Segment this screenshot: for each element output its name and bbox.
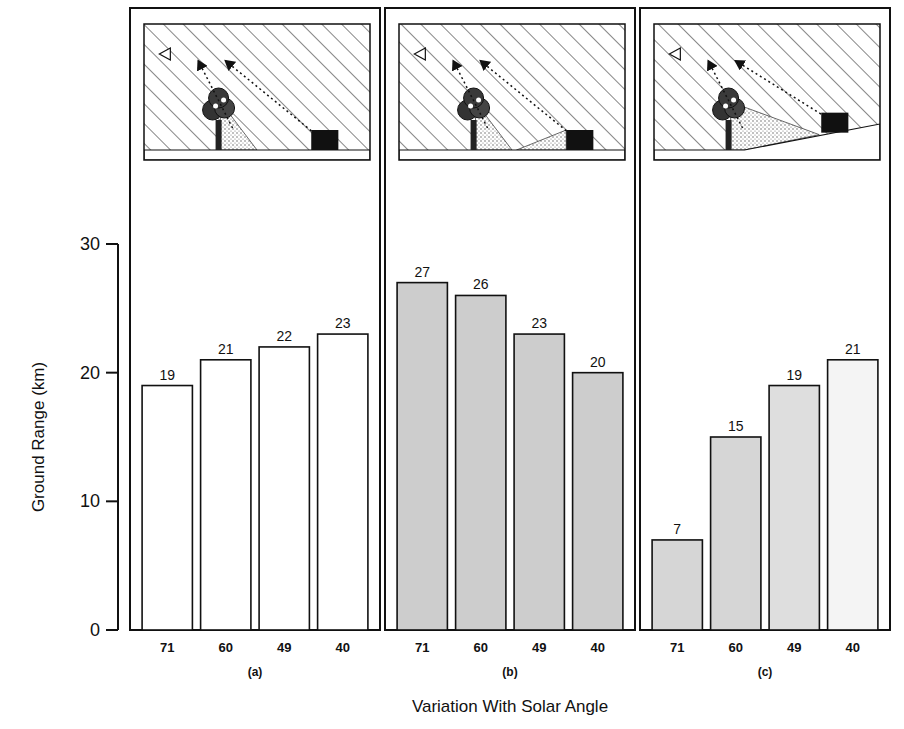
sight-line: [735, 61, 825, 117]
panel: 19 71 21 60 22 49 23 40 (a) 0 10 20 30 Ground Range (…: [29, 8, 380, 679]
x-axis-title: Variation With Solar Angle: [412, 697, 608, 716]
bar: [456, 295, 506, 630]
bar: [573, 373, 623, 630]
x-tick-label: 71: [670, 640, 684, 655]
y-tick-label: 30: [80, 234, 100, 254]
bar: [318, 334, 368, 630]
x-tick-label: 71: [415, 640, 429, 655]
bar: [711, 437, 761, 630]
data-label: 19: [159, 367, 175, 383]
tree-trunk: [216, 120, 222, 150]
tree-crown: [719, 88, 739, 108]
x-tick-label: 60: [219, 640, 233, 655]
data-label: 26: [473, 276, 489, 292]
tree-leaf: [468, 104, 473, 109]
y-tick: [106, 629, 118, 631]
y-tick-label: 0: [90, 620, 100, 640]
x-tick-label: 49: [532, 640, 546, 655]
bar: [828, 360, 878, 630]
inset-frame: [654, 24, 880, 160]
x-tick-label: 40: [846, 640, 860, 655]
sight-line: [453, 61, 487, 128]
data-label: 23: [335, 315, 351, 331]
bar: [514, 334, 564, 630]
panel-frame: [385, 8, 635, 630]
tree-trunk: [471, 120, 477, 150]
inset-sky: [144, 24, 370, 160]
inset: [654, 24, 880, 160]
panel-label: (c): [758, 665, 773, 679]
panel-frame: [640, 8, 890, 630]
tree-leaf: [213, 104, 218, 109]
tree-leaf: [221, 98, 226, 103]
bar: [142, 386, 192, 630]
data-label: 7: [673, 521, 681, 537]
inset-sky: [399, 24, 625, 160]
data-label: 21: [218, 341, 234, 357]
tree-leaf: [476, 98, 481, 103]
ground: [144, 150, 370, 160]
inset-frame: [144, 24, 370, 160]
x-tick-label: 40: [591, 640, 605, 655]
panel-label: (b): [502, 665, 517, 679]
sight-line: [480, 61, 570, 134]
inset: [144, 24, 370, 160]
tree-leaf: [731, 98, 736, 103]
x-tick-label: 60: [729, 640, 743, 655]
x-tick-label: 71: [160, 640, 174, 655]
bar: [397, 283, 447, 630]
sight-line: [225, 61, 315, 134]
data-label: 22: [276, 328, 292, 344]
y-axis-title: Ground Range (km): [29, 362, 48, 512]
y-tick: [106, 243, 118, 245]
inset-sky: [654, 24, 880, 160]
tree-crown: [464, 88, 484, 108]
observer-eye: [414, 48, 425, 60]
x-tick-label: 49: [787, 640, 801, 655]
shadow: [517, 130, 567, 150]
y-tick-label: 10: [80, 491, 100, 511]
tree-crown: [209, 88, 229, 108]
panel: 7 71 15 60 19 49 21 40 (c): [640, 8, 890, 679]
data-label: 19: [786, 367, 802, 383]
data-label: 20: [590, 354, 606, 370]
y-tick: [106, 372, 118, 374]
panel-label: (a): [248, 665, 263, 679]
observer-eye: [159, 48, 170, 60]
bar: [769, 386, 819, 630]
panel-frame: [130, 8, 380, 630]
data-label: 23: [531, 315, 547, 331]
bar: [259, 347, 309, 630]
observer-eye: [669, 48, 680, 60]
x-tick-label: 60: [474, 640, 488, 655]
data-label: 15: [728, 418, 744, 434]
y-axis: [117, 244, 119, 630]
target-block: [566, 130, 593, 150]
inset-frame: [399, 24, 625, 160]
ground: [399, 150, 625, 160]
bar: [652, 540, 702, 630]
inset: [399, 24, 625, 160]
target-block: [311, 130, 338, 150]
bars: [397, 283, 623, 630]
tree-trunk: [726, 120, 732, 150]
data-label: 21: [845, 341, 861, 357]
tree-leaf: [723, 104, 728, 109]
data-label: 27: [414, 264, 430, 280]
target-block: [821, 113, 848, 133]
panel: 27 71 26 60 23 49 20 40 (b) Variation With Solar …: [385, 8, 635, 716]
bars: [142, 334, 368, 630]
x-tick-label: 40: [336, 640, 350, 655]
y-tick: [106, 500, 118, 502]
x-tick-label: 49: [277, 640, 291, 655]
y-tick-label: 20: [80, 363, 100, 383]
bar: [201, 360, 251, 630]
bars: [652, 360, 878, 630]
sight-line: [198, 61, 232, 128]
chart: 19 71 21 60 22 49 23 40 (a) 0 10 20 30 Ground Range (…: [0, 0, 904, 729]
sight-line: [708, 61, 742, 128]
